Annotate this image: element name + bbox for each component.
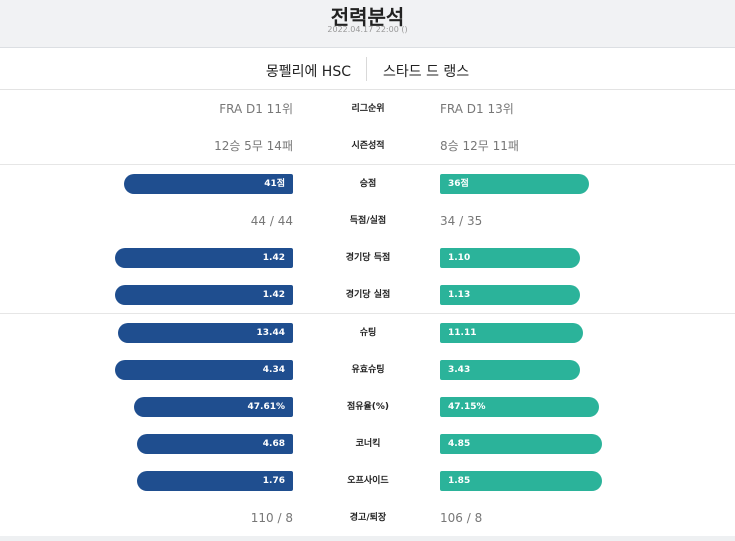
- away-shots-on-target-bar: 3.43: [440, 360, 580, 380]
- team-separator: [366, 57, 367, 81]
- home-goals-for-against: 44 / 44: [250, 214, 293, 228]
- stat-label: 유효슈팅: [351, 365, 385, 375]
- section-divider: [0, 164, 735, 165]
- stat-row-goals-for-against: 44 / 44 득점/실점 34 / 35: [0, 203, 735, 239]
- page-footer-strip: [0, 536, 735, 541]
- home-goals-per-game-bar: 1.42: [115, 248, 293, 268]
- away-corners-bar: 4.85: [440, 434, 602, 454]
- stat-row-shots-on-target: 4.34 유효슈팅 3.43: [0, 352, 735, 388]
- stat-row-season-record: 12승 5무 14패 시즌성적 8승 12무 11패: [0, 128, 735, 164]
- away-possession-bar: 47.15%: [440, 397, 599, 417]
- stat-row-possession: 47.61% 점유율(%) 47.15%: [0, 389, 735, 425]
- stat-label: 득점/실점: [349, 216, 387, 226]
- stat-row-shots: 13.44 슈팅 11.11: [0, 315, 735, 351]
- away-team-name[interactable]: 스타드 드 랭스: [383, 64, 470, 80]
- home-offsides-bar: 1.76: [137, 471, 293, 491]
- home-season-record: 12승 5무 14패: [214, 139, 293, 153]
- stat-row-goals-per-game: 1.42 경기당 득점 1.10: [0, 240, 735, 276]
- away-league-rank: FRA D1 13위: [440, 102, 514, 116]
- stat-label: 리그순위: [351, 104, 385, 114]
- away-conceded-per-game-bar: 1.13: [440, 285, 580, 305]
- stat-label: 슈팅: [359, 328, 377, 338]
- team-names-row: 몽펠리에 HSC 스타드 드 랭스: [0, 49, 735, 90]
- away-offsides-bar: 1.85: [440, 471, 602, 491]
- stat-label: 승점: [359, 179, 377, 189]
- away-shots-bar: 11.11: [440, 323, 583, 343]
- home-possession-bar: 47.61%: [134, 397, 293, 417]
- stat-row-corners: 4.68 코너킥 4.85: [0, 426, 735, 462]
- stat-label: 점유율(%): [346, 402, 390, 412]
- stat-label: 경기당 실점: [345, 290, 391, 300]
- away-season-record: 8승 12무 11패: [440, 139, 519, 153]
- home-shots-on-target-bar: 4.34: [115, 360, 293, 380]
- away-goals-per-game-bar: 1.10: [440, 248, 580, 268]
- match-header: 전력분석 2022.04.17 22:00 (): [0, 0, 735, 48]
- home-shots-bar: 13.44: [118, 323, 293, 343]
- stat-row-warnings-ejections: 110 / 8 경고/퇴장 106 / 8: [0, 500, 735, 536]
- stat-label: 시즌성적: [351, 141, 385, 151]
- stat-label: 경고/퇴장: [349, 513, 387, 523]
- home-team-name[interactable]: 몽펠리에 HSC: [265, 64, 351, 80]
- stat-row-conceded-per-game: 1.42 경기당 실점 1.13: [0, 277, 735, 313]
- home-corners-bar: 4.68: [137, 434, 293, 454]
- stat-row-offsides: 1.76 오프사이드 1.85: [0, 463, 735, 499]
- match-datetime: 2022.04.17 22:00 (): [327, 25, 408, 34]
- home-warnings-ejections: 110 / 8: [250, 511, 293, 525]
- stat-label: 코너킥: [355, 439, 381, 449]
- away-goals-for-against: 34 / 35: [440, 214, 483, 228]
- stat-label: 오프사이드: [347, 476, 389, 486]
- stat-row-points: 41점 승점 36점: [0, 166, 735, 202]
- away-points-bar: 36점: [440, 174, 589, 194]
- section-divider: [0, 313, 735, 314]
- page-title: 전력분석: [330, 5, 405, 29]
- home-league-rank: FRA D1 11위: [219, 102, 293, 116]
- home-points-bar: 41점: [124, 174, 293, 194]
- away-warnings-ejections: 106 / 8: [440, 511, 483, 525]
- stat-row-league-rank: FRA D1 11위 리그순위 FRA D1 13위: [0, 91, 735, 127]
- home-conceded-per-game-bar: 1.42: [115, 285, 293, 305]
- stat-label: 경기당 득점: [345, 253, 391, 263]
